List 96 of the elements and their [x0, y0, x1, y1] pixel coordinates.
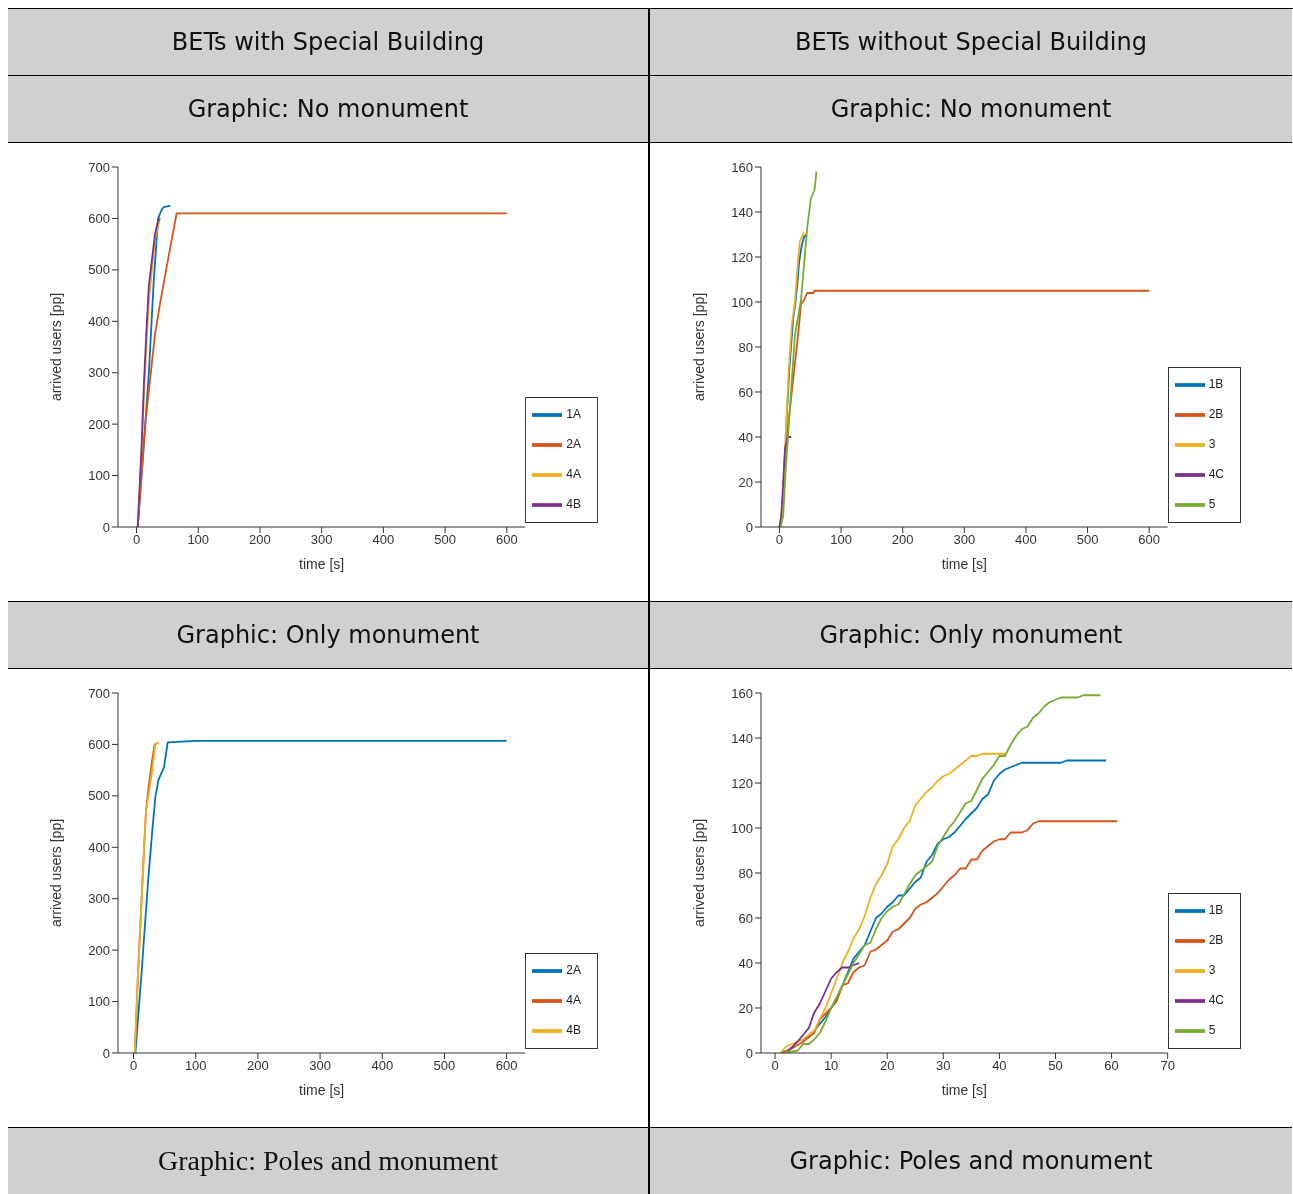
y-tick-label: 600	[88, 737, 110, 753]
legend-label: 4A	[566, 993, 581, 1008]
y-tick-label: 140	[731, 730, 753, 746]
y-tick-label: 100	[88, 468, 110, 484]
x-tick-label: 0	[129, 1058, 138, 1074]
y-tick-label: 700	[88, 685, 110, 701]
legend-label: 4B	[566, 1023, 581, 1038]
y-tick-label: 40	[738, 429, 753, 445]
legend-label: 4B	[566, 497, 581, 512]
y-tick-label: 40	[738, 955, 753, 971]
y-axis-title: arrived users [pp]	[690, 818, 707, 928]
x-tick-label: 100	[187, 532, 210, 548]
x-tick-label: 100	[830, 532, 852, 548]
y-tick-label: 200	[88, 942, 110, 958]
x-tick-label: 400	[1015, 532, 1037, 548]
x-axis-title: time [s]	[941, 1082, 987, 1098]
legend-label: 5	[1208, 1023, 1216, 1038]
x-tick-label: 200	[247, 1058, 269, 1074]
x-tick-label: 0	[771, 1058, 779, 1074]
text: Graphic: Poles and monument	[8, 1128, 648, 1194]
y-tick-label: 80	[738, 865, 753, 881]
x-tick-label: 600	[495, 1058, 518, 1074]
y-axis-title: arrived users [pp]	[47, 292, 64, 402]
x-tick-label: 0	[775, 532, 784, 548]
y-tick-label: 120	[731, 775, 753, 791]
legend-label: 4A	[566, 467, 581, 482]
text: Graphic: Poles and monument	[650, 1128, 1292, 1194]
legend-label: 2A	[566, 437, 581, 452]
y-tick-label: 160	[731, 685, 753, 701]
x-tick-label: 600	[1138, 532, 1161, 548]
y-tick-label: 120	[731, 249, 753, 265]
x-tick-label: 60	[1104, 1058, 1119, 1074]
x-tick-label: 0	[132, 532, 141, 548]
x-tick-label: 100	[184, 1058, 207, 1074]
x-tick-label: 50	[1048, 1058, 1063, 1074]
x-tick-label: 400	[371, 1058, 394, 1074]
y-tick-label: 0	[745, 1045, 753, 1061]
chart-title: BETs without Special Building	[650, 9, 1292, 76]
y-tick-label: 100	[731, 820, 753, 836]
x-tick-label: 300	[309, 1058, 331, 1074]
y-tick-label: 0	[102, 519, 110, 535]
x-tick-label: 70	[1160, 1058, 1175, 1074]
x-tick-label: 400	[372, 532, 395, 548]
x-tick-label: 10	[823, 1058, 839, 1074]
x-tick-label: 300	[953, 532, 976, 548]
chart-subtitle: Graphic: No monument	[650, 76, 1292, 143]
x-tick-label: 30	[936, 1058, 951, 1074]
y-tick-label: 80	[738, 339, 753, 355]
chart-title: BETs with Special Building	[8, 9, 648, 76]
y-tick-label: 700	[88, 159, 110, 175]
legend-label: 3	[1208, 963, 1216, 978]
legend-label: 3	[1208, 437, 1216, 452]
legend-label: 1B	[1208, 903, 1224, 918]
x-tick-label: 200	[249, 532, 271, 548]
y-tick-label: 0	[102, 1045, 110, 1061]
y-tick-label: 100	[88, 994, 110, 1010]
y-tick-label: 300	[88, 891, 110, 907]
x-axis-title: time [s]	[299, 556, 345, 572]
x-tick-label: 20	[879, 1058, 895, 1074]
x-tick-label: 200	[891, 532, 914, 548]
y-tick-label: 500	[88, 262, 110, 278]
legend-label: 5	[1208, 497, 1216, 512]
legend-label: 1B	[1208, 377, 1224, 392]
y-tick-label: 600	[88, 211, 110, 227]
chart-subtitle: Graphic: No monument	[8, 76, 648, 143]
x-axis-title: time [s]	[299, 1082, 345, 1098]
x-tick-label: 500	[1076, 532, 1099, 548]
chart-title: Graphic: Only monument	[8, 602, 648, 669]
x-tick-label: 500	[434, 532, 456, 548]
y-tick-label: 20	[738, 474, 753, 490]
y-tick-label: 400	[88, 313, 110, 329]
y-tick-label: 100	[731, 294, 753, 310]
x-tick-label: 600	[495, 532, 518, 548]
y-tick-label: 500	[88, 788, 110, 804]
y-tick-label: 160	[731, 159, 753, 175]
y-tick-label: 0	[745, 519, 753, 535]
legend-label: 2B	[1208, 407, 1224, 422]
y-tick-label: 400	[88, 839, 110, 855]
y-tick-label: 300	[88, 365, 110, 381]
x-axis-title: time [s]	[941, 556, 987, 572]
legend-label: 4C	[1208, 467, 1224, 482]
chart-title: Graphic: Only monument	[650, 602, 1292, 669]
legend-label: 4C	[1208, 993, 1224, 1008]
y-axis-title: arrived users [pp]	[690, 292, 707, 402]
legend-label: 2B	[1208, 933, 1224, 948]
x-tick-label: 40	[992, 1058, 1007, 1074]
y-tick-label: 60	[738, 910, 753, 926]
y-tick-label: 60	[738, 384, 753, 400]
y-axis-title: arrived users [pp]	[47, 818, 64, 928]
y-tick-label: 20	[738, 1000, 753, 1016]
y-tick-label: 140	[731, 204, 753, 220]
y-tick-label: 200	[88, 416, 110, 432]
legend-label: 1A	[566, 407, 581, 422]
x-tick-label: 300	[310, 532, 333, 548]
legend-label: 2A	[566, 963, 581, 978]
x-tick-label: 500	[433, 1058, 456, 1074]
